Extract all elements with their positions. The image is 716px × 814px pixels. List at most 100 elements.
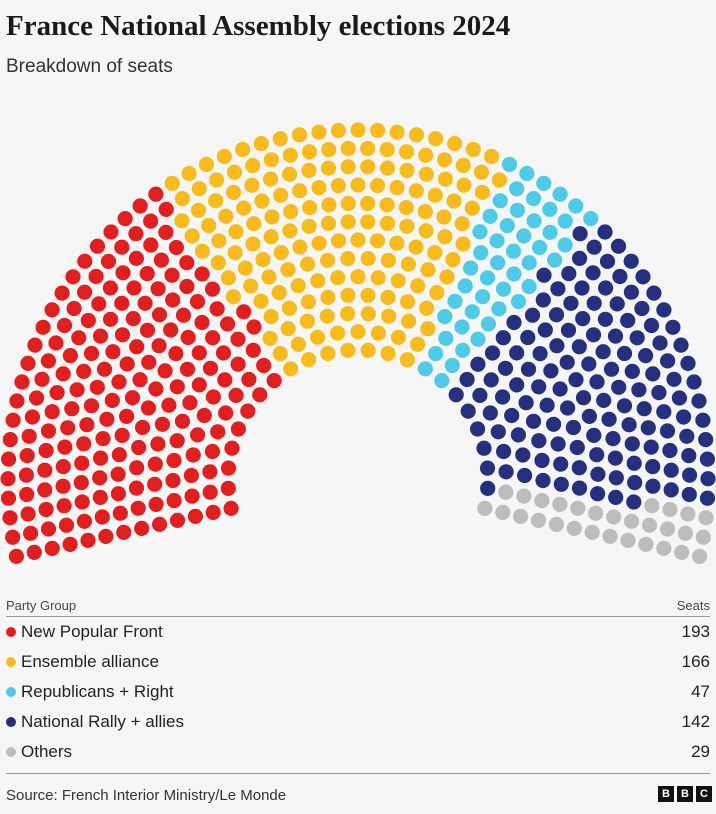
seat-dot <box>389 124 405 140</box>
seat-dot <box>282 147 298 163</box>
seat-dot <box>125 311 141 327</box>
seat-dot <box>96 361 113 377</box>
seat-dot <box>447 293 463 309</box>
seat-dot <box>659 423 676 439</box>
seat-dot <box>519 165 535 182</box>
seat-dot <box>645 478 661 494</box>
seat-dot <box>320 215 337 231</box>
seat-dot <box>110 486 126 502</box>
seat-dot <box>418 223 434 239</box>
seat-dot <box>80 312 96 329</box>
seat-dot <box>169 512 186 528</box>
seat-dot <box>37 482 53 498</box>
seat-dot <box>643 317 660 334</box>
seat-dot <box>168 239 184 256</box>
seat-dot <box>510 294 527 310</box>
seat-dot <box>656 302 672 318</box>
seat-dot <box>134 520 150 536</box>
seat-dot <box>71 330 87 346</box>
seat-dot <box>624 513 640 529</box>
seat-dot <box>158 201 174 217</box>
seat-dot <box>244 177 260 193</box>
seat-dot <box>586 239 602 255</box>
seat-dot <box>280 262 296 278</box>
legend-seat-count: 166 <box>681 652 710 671</box>
seat-dot <box>530 512 547 528</box>
seat-dot <box>9 393 25 409</box>
seat-dot <box>428 131 444 147</box>
seat-dot <box>104 392 120 408</box>
seat-dot <box>663 462 679 478</box>
seat-dot <box>272 346 288 362</box>
seat-dot <box>114 427 130 443</box>
seat-dot <box>439 269 455 285</box>
seat-dot <box>245 342 261 358</box>
seat-dot <box>174 413 191 429</box>
seat-dot <box>548 307 565 323</box>
seat-dot <box>606 509 622 525</box>
seat-dot <box>616 345 633 362</box>
seat-dot <box>320 252 336 268</box>
seat-dot <box>147 456 163 472</box>
seat-dot <box>380 289 396 305</box>
seat-dot <box>532 239 548 256</box>
seat-dot <box>552 186 568 202</box>
seat-dot <box>581 408 598 424</box>
seat-dot <box>218 208 234 224</box>
seat-dot <box>548 516 565 532</box>
seat-dot <box>419 300 435 316</box>
seat-dot <box>585 327 602 343</box>
seat-dot <box>656 404 672 420</box>
seat-dot <box>55 366 71 382</box>
seat-dot <box>330 325 346 341</box>
seat-dot <box>360 140 376 157</box>
seat-dot <box>479 460 496 476</box>
seat-dot <box>164 267 180 283</box>
seat-dot <box>76 436 92 452</box>
seat-dot <box>699 451 716 467</box>
seat-dot <box>583 211 599 227</box>
seat-dot <box>174 191 190 207</box>
seat-dot <box>588 505 604 521</box>
seat-dot <box>224 440 240 456</box>
legend-seat-count: 29 <box>691 742 710 761</box>
seat-dot <box>640 420 656 436</box>
seat-dot <box>550 281 566 297</box>
legend-row: Ensemble alliance 166 <box>6 647 710 677</box>
seat-dot <box>74 455 90 471</box>
seat-dot <box>390 329 406 345</box>
seat-dot <box>474 184 490 200</box>
seat-dot <box>380 252 396 268</box>
legend-label: Ensemble alliance <box>6 652 159 672</box>
seat-dot <box>54 285 70 301</box>
seat-dot <box>590 466 606 482</box>
seat-dot <box>112 505 128 521</box>
seat-dot <box>273 187 289 203</box>
seat-dot <box>0 471 16 487</box>
seat-dot <box>38 501 54 518</box>
seat-dot <box>520 361 537 377</box>
seat-dot <box>91 296 107 312</box>
seat-dot <box>201 218 217 234</box>
legend-row: National Rally + allies 142 <box>6 707 710 737</box>
seat-dot <box>509 202 526 218</box>
seat-dot <box>152 516 168 532</box>
seat-dot <box>196 407 212 424</box>
seat-dot <box>490 424 506 440</box>
seat-dot <box>673 337 689 353</box>
seat-dot <box>563 295 579 311</box>
seat-dot <box>559 354 575 370</box>
seat-dot <box>124 390 141 406</box>
seat-dot <box>320 289 336 305</box>
seat-dot <box>117 211 133 227</box>
seat-dot <box>470 421 486 437</box>
seat-dot <box>226 184 242 200</box>
seat-dot <box>184 488 200 504</box>
logo-letter: B <box>677 786 693 802</box>
seat-dot <box>534 493 550 509</box>
seat-dot <box>609 296 625 312</box>
seat-dot <box>169 433 185 449</box>
seat-dot <box>179 255 195 271</box>
seat-dot <box>48 335 64 351</box>
seat-dot <box>480 480 496 496</box>
